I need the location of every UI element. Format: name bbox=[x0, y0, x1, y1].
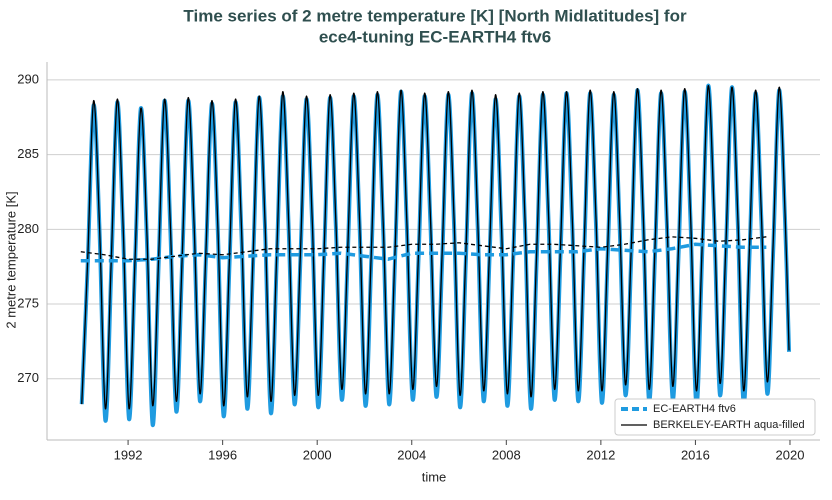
x-tick-label: 2004 bbox=[397, 447, 426, 462]
y-tick-label: 270 bbox=[17, 370, 39, 385]
x-tick-label: 1996 bbox=[208, 447, 237, 462]
x-tick-label: 2016 bbox=[681, 447, 710, 462]
x-tick-label: 2020 bbox=[776, 447, 805, 462]
y-tick-label: 280 bbox=[17, 221, 39, 236]
series-line bbox=[81, 85, 790, 410]
x-axis-label: time bbox=[422, 469, 447, 484]
x-tick-label: 2008 bbox=[492, 447, 521, 462]
annual-mean-line bbox=[80, 242, 767, 263]
legend-box bbox=[614, 398, 816, 436]
chart-title: Time series of 2 metre temperature [K] [… bbox=[183, 6, 687, 25]
y-tick-label: 285 bbox=[17, 146, 39, 161]
annual-mean-line bbox=[80, 236, 767, 260]
x-tick-label: 2000 bbox=[303, 447, 332, 462]
chart-title: ece4-tuning EC-EARTH4 ftv6 bbox=[319, 27, 551, 46]
y-axis-label: 2 metre temperature [K] bbox=[3, 191, 18, 328]
legend-label: BERKELEY-EARTH aqua-filled bbox=[653, 419, 805, 431]
y-tick-label: 290 bbox=[17, 71, 39, 86]
legend-label: EC-EARTH4 ftv6 bbox=[653, 403, 736, 415]
y-tick-label: 275 bbox=[17, 295, 39, 310]
x-tick-label: 2012 bbox=[586, 447, 615, 462]
x-tick-label: 1992 bbox=[114, 447, 143, 462]
series-line bbox=[79, 83, 792, 428]
